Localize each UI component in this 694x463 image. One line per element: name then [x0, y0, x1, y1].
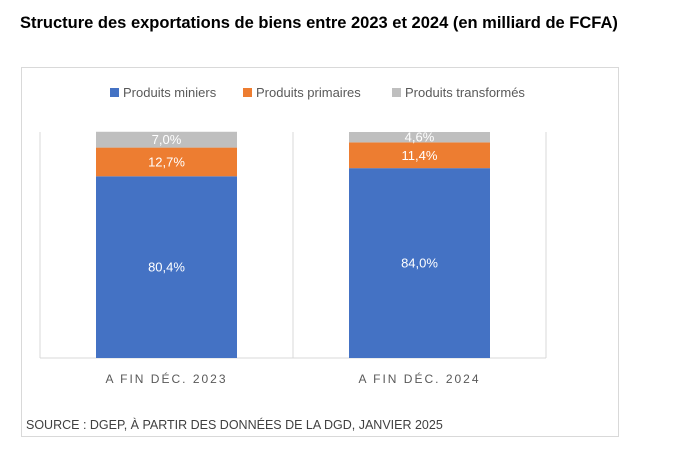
bar-produits-miniers-1: [96, 176, 237, 358]
tick-label: A FIN DÉC. 2023: [105, 371, 227, 386]
data-label: 11,4%: [402, 148, 438, 163]
bar-produits-primaires-2: [349, 142, 490, 169]
source-note: SOURCE : DGEP, À PARTIR DES DONNÉES DE L…: [26, 418, 443, 432]
bars: 80,4% 12,7% 7,0% 84,0% 11,4% 4,6%: [96, 130, 490, 358]
data-label: 4,6%: [405, 130, 435, 145]
tick-label: A FIN DÉC. 2024: [358, 371, 480, 386]
data-label: 84,0%: [401, 256, 438, 271]
data-label: 12,7%: [148, 154, 185, 169]
legend-entry: Produits transformés: [405, 85, 525, 100]
data-label: 80,4%: [148, 260, 185, 275]
legend-swatch: [243, 88, 252, 97]
legend-swatch: [110, 88, 119, 97]
bar-produits-primaires-1: [96, 147, 237, 177]
chart-title: Structure des exportations de biens entr…: [20, 14, 618, 32]
legend-swatch: [392, 88, 401, 97]
chart-frame: [21, 67, 619, 437]
data-label: 7,0%: [152, 132, 182, 147]
legend-entry: Produits primaires: [256, 85, 361, 100]
bar-produits-miniers-2: [349, 168, 490, 358]
category-axis: A FIN DÉC. 2023 A FIN DÉC. 2024: [105, 371, 480, 386]
bar-produits-transform-s-1: [96, 131, 237, 148]
bar-produits-transform-s-2: [349, 132, 490, 143]
legend-entry: Produits miniers: [123, 85, 217, 100]
legend: Produits miniers Produits primaires Produi…: [110, 85, 525, 100]
